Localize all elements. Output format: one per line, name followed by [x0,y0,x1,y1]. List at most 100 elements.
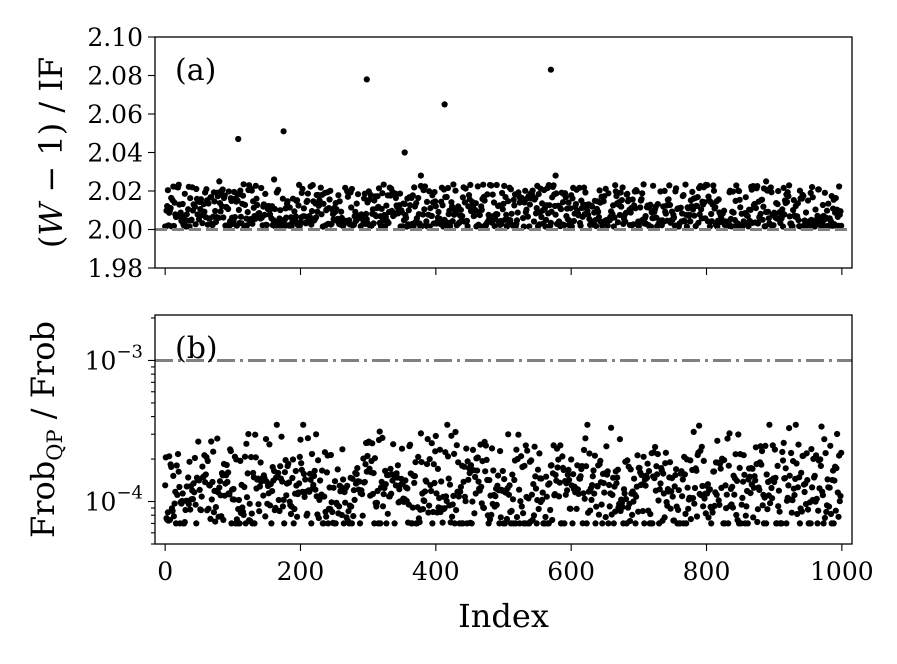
panel-b-point [667,505,674,512]
panel-a-point [514,209,521,216]
panel-a-point [183,211,190,218]
panel-b-point [488,445,496,452]
panel-b-point [164,509,171,516]
panel-b-point [826,484,833,491]
panel-a-point [550,182,557,189]
panel-b-point [202,471,209,478]
panel-a-point [701,199,708,206]
panel-b-point [262,513,269,520]
panel-b-point [252,431,259,438]
panel-a-point [378,205,385,212]
panel-b-point [801,488,808,496]
panel-b-point [817,462,825,469]
panel-b-point [214,435,221,442]
panel-a-outlier-point [271,176,278,183]
panel-b-point [248,454,255,461]
panel-b-point [384,510,391,517]
panel-b-point [429,520,436,527]
panel-b-point [453,442,460,449]
panel-b-point [176,483,183,491]
panel-b-point [441,505,448,512]
panel-b-point [608,424,615,431]
panel-b-point [771,446,779,453]
panel-a-point [494,211,501,218]
panel-a-point [295,202,302,209]
panel-a-point [254,201,261,209]
panel-b-point [754,506,762,513]
panel-b-point [822,450,829,457]
panel-a-point [821,189,829,196]
panel-a-point [225,188,232,195]
panel-b-point [557,442,564,449]
panel-a-point [375,185,383,192]
panel-b-point [671,483,678,490]
panel-b-point [492,493,499,500]
panel-b-point [268,520,275,527]
panel-b-point [276,507,283,515]
panel-b-point [782,465,789,472]
panel-b-point [199,463,206,470]
panel-b-point [838,449,845,456]
panel-b-point [518,453,525,460]
panel-b-point [191,454,198,462]
panel-a-point [234,197,241,204]
panel-b-point [796,520,804,527]
panel-a-point [239,192,247,199]
panel-a-point [809,194,816,201]
panel-a-y-tick-label: 2.08 [87,62,143,91]
panel-b-point [327,451,334,459]
panel-b-point [709,509,716,516]
panel-a-point [561,222,568,229]
panel-b-point [419,506,427,513]
panel-b-point [226,491,233,498]
panel-b-point [539,489,546,496]
panel-b-point [490,467,497,474]
panel-a-point [409,192,416,199]
panel-a-point [721,207,728,214]
panel-a-point [498,220,505,228]
panel-a-point [589,203,596,210]
panel-a-point [407,202,414,209]
panel-a-point [698,206,705,213]
panel-a-point [271,205,278,213]
panel-a-point [596,187,603,194]
panel-b-point [666,459,674,466]
panel-b-point [827,510,835,518]
panel-b-point [421,488,429,495]
panel-b-point [626,517,634,525]
panel-b-point [577,473,584,480]
panel-b-point [631,475,638,482]
panel-a-point [510,196,517,203]
panel-b-point [635,508,642,515]
panel-b-point [369,490,376,498]
panel-b-point [779,457,787,464]
panel-a-point [279,195,286,202]
panel-b-point [449,501,456,508]
panel-b-point [191,489,198,496]
panel-b-point [605,520,612,527]
panel-a-point [535,191,542,198]
panel-b-point [750,484,758,491]
panel-b-point [168,463,175,470]
panel-b-point [679,476,686,483]
panel-a-point [304,190,311,197]
panel-b-point [431,479,438,487]
panel-a-point [490,199,498,206]
panel-b-point [313,431,320,438]
panel-b-point [377,520,384,527]
panel-b-point [216,484,223,491]
panel-b-point [662,460,669,467]
panel-b-point [830,520,837,527]
panel-a-outlier-point [280,128,287,135]
panel-a-point [505,198,512,205]
panel-a-outlier-point [401,149,408,156]
panel-a-point [463,217,471,224]
panel-a-point [614,219,622,226]
panel-a-y-tick-label: 2.02 [87,177,143,206]
panel-b-point [488,511,495,518]
panel-b-point [542,513,549,521]
panel-b-point [749,465,756,472]
panel-a-point [752,205,760,212]
panel-a-point [199,220,206,227]
panel-b-point [439,519,446,526]
